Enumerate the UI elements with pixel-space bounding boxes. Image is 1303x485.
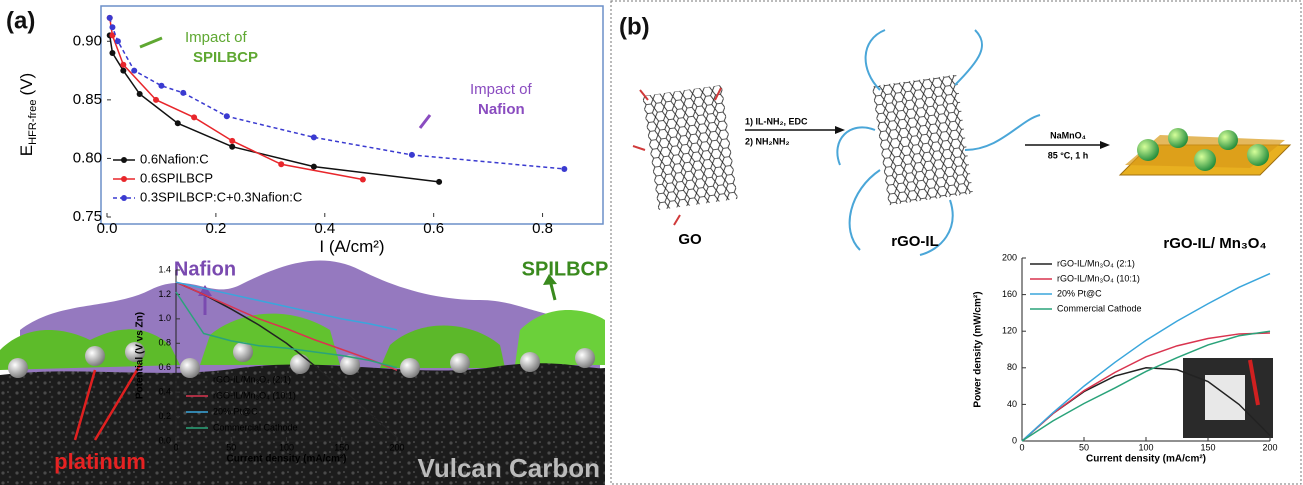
legend-label: Commercial Cathode (213, 422, 298, 432)
y-axis-label-part: (V) (17, 73, 36, 96)
x-tick-label: 150 (1200, 443, 1215, 453)
x-tick-label: 0 (173, 443, 178, 453)
y-tick-label: 1.4 (158, 264, 171, 274)
y-tick-label: 0.75 (73, 208, 102, 225)
y-tick-label: 0.6 (158, 362, 171, 372)
data-point (107, 15, 113, 21)
annotation-emphasis: SPILBCP (193, 49, 258, 66)
x-tick-label: 50 (226, 443, 236, 453)
legend-label: 20% Pt@C (1057, 288, 1102, 298)
y-tick-label: 0.80 (73, 149, 102, 166)
y-tick-label: 40 (1007, 399, 1017, 409)
legend-label: rGO-IL/Mn₃O₄ (2:1) (1057, 258, 1135, 268)
x-tick-label: 0.8 (532, 220, 553, 237)
spilbcp-label: SPILBCP (522, 258, 609, 280)
data-point (224, 113, 230, 119)
data-point (409, 152, 415, 158)
legend-label: 20% Pt@C (213, 406, 258, 416)
y-axis-label-part: E (17, 145, 36, 156)
data-point (278, 161, 284, 167)
data-point (137, 91, 143, 97)
x-tick-label: 150 (334, 443, 349, 453)
x-tick-label: 200 (389, 443, 404, 453)
annotation-emphasis: Nafion (478, 101, 525, 118)
data-point (311, 134, 317, 140)
x-tick-label: 0 (1019, 443, 1024, 453)
data-point (109, 50, 115, 56)
data-point (229, 138, 235, 144)
annotation: Impact of (185, 29, 248, 46)
data-point (120, 68, 126, 74)
nafion-label: Nafion (174, 258, 236, 280)
legend-label: 0.6Nafion:C (140, 151, 209, 166)
scheme-step: 85 °C, 1 h (1048, 150, 1089, 160)
scheme-step: 2) NH₂NH₂ (745, 136, 790, 146)
data-point (175, 120, 181, 126)
data-point (115, 38, 121, 44)
data-point (311, 164, 317, 170)
y-tick-label: 120 (1002, 326, 1017, 336)
y-axis-label-part: HFR-free (27, 99, 39, 144)
x-tick-label: 200 (1262, 443, 1277, 453)
y-tick-label: 0 (1012, 435, 1017, 445)
panel-label: (b) (619, 13, 650, 40)
y-tick-label: 0.4 (158, 387, 171, 397)
x-tick-label: 100 (279, 443, 294, 453)
scheme-label: rGO-IL (891, 233, 939, 250)
y-tick-label: 0.85 (73, 91, 102, 108)
x-tick-label: 0.6 (423, 220, 444, 237)
platinum-label: platinum (54, 449, 146, 474)
data-point (561, 166, 567, 172)
y-axis-label: EHFR-free (V) (17, 73, 38, 156)
legend-marker (121, 176, 127, 182)
legend-marker (121, 195, 127, 201)
y-tick-label: 160 (1002, 289, 1017, 299)
annotation: Impact of (470, 81, 533, 98)
y-tick-label: 0.90 (73, 32, 102, 49)
x-axis-label: Current density (mA/cm²) (1086, 454, 1206, 465)
data-point (191, 114, 197, 120)
legend-label: rGO-IL/Mn₃O₄ (10:1) (213, 390, 296, 400)
data-point (158, 83, 164, 89)
legend-label: Commercial Cathode (1057, 303, 1142, 313)
x-tick-label: 50 (1079, 443, 1089, 453)
y-tick-label: 200 (1002, 252, 1017, 262)
scheme-step: 1) IL-NH₂, EDC (745, 116, 808, 126)
figure: Nafion SPILBCP platinum Vulcan Carbon (a… (0, 0, 1303, 485)
y-tick-label: 1.2 (158, 289, 171, 299)
x-tick-label: 0.4 (314, 220, 335, 237)
y-tick-label: 0.2 (158, 411, 171, 421)
legend-label: 0.3SPILBCP:C+0.3Nafion:C (140, 189, 302, 204)
x-axis-label: I (A/cm²) (319, 237, 384, 256)
carbon-label: Vulcan Carbon (417, 453, 600, 483)
y-tick-label: 0.8 (158, 338, 171, 348)
scheme-step: NaMnO₄ (1050, 130, 1086, 140)
y-tick-label: 0.0 (158, 435, 171, 445)
y-tick-label: 1.0 (158, 313, 171, 323)
data-point (229, 144, 235, 150)
legend-label: rGO-IL/Mn₃O₄ (10:1) (1057, 273, 1140, 283)
scheme-label: GO (678, 231, 702, 248)
data-point (180, 90, 186, 96)
y-axis-label: Power density (mW/cm²) (973, 291, 984, 407)
panel-label: (a) (6, 7, 35, 34)
data-point (360, 177, 366, 183)
data-point (131, 68, 137, 74)
legend-label: 0.6SPILBCP (140, 170, 213, 185)
legend-marker (121, 157, 127, 163)
data-point (109, 24, 115, 30)
data-point (436, 179, 442, 185)
legend-label: rGO-IL/Mn₃O₄ (2:1) (213, 374, 291, 384)
data-point (153, 97, 159, 103)
x-axis-label: Current density (mA/cm²) (226, 454, 346, 465)
x-tick-label: 100 (1138, 443, 1153, 453)
scheme-label: rGO-IL/ Mn₃O₄ (1163, 235, 1266, 252)
x-tick-label: 0.2 (205, 220, 226, 237)
data-point (120, 62, 126, 68)
y-axis-label: Potential (V vs Zn) (135, 312, 146, 399)
y-tick-label: 80 (1007, 362, 1017, 372)
